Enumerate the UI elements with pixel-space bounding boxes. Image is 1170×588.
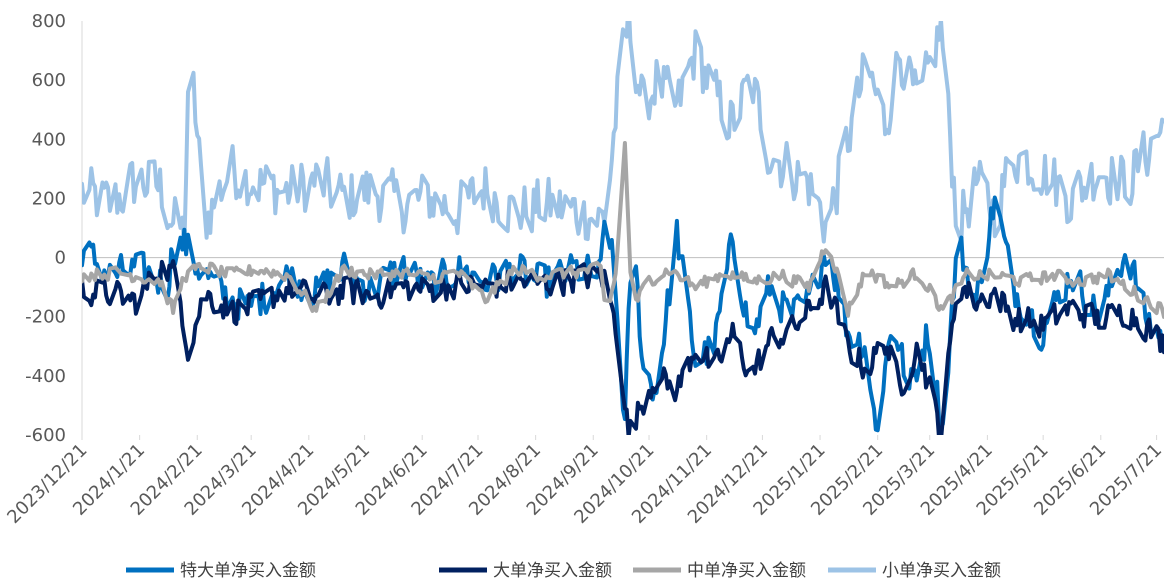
series-line [82,21,1164,249]
y-tick-label: 400 [32,129,66,150]
legend-label: 特大单净买入金额 [180,561,316,581]
y-tick-label: 800 [32,11,66,32]
y-axis-ticks: -600 -400 -200 0 200 400 600 800 [25,11,66,446]
series-line [82,141,1164,319]
legend-label: 中单净买入金额 [687,561,806,581]
y-tick-label: -400 [25,366,66,387]
x-axis-ticks: 2023/12/212024/1/212024/2/212024/3/21202… [3,435,1166,528]
series-line [82,259,1164,435]
y-tick-label: 200 [32,188,66,209]
axes [81,21,1164,435]
legend-label: 小单净买入金额 [882,561,1001,581]
plot-area [82,21,1164,435]
y-tick-label: 600 [32,70,66,91]
y-tick-label: -600 [25,425,66,446]
y-tick-label: -200 [25,307,66,328]
legend: 特大单净买入金额 大单净买入金额 中单净买入金额 小单净买入金额 [126,561,1001,581]
legend-label: 大单净买入金额 [493,561,612,581]
y-tick-label: 0 [55,248,66,269]
